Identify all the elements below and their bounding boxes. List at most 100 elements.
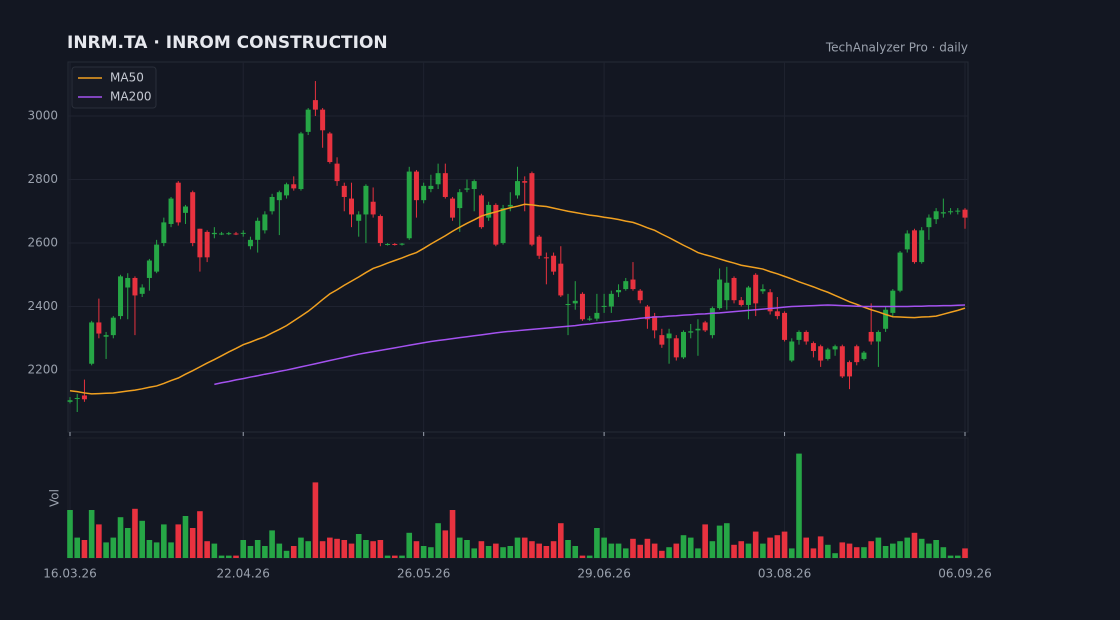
candle-body [103, 335, 109, 337]
candle-body [796, 331, 802, 340]
legend-label: MA50 [110, 71, 144, 85]
volume-bar [731, 544, 737, 558]
candle-body [608, 293, 614, 307]
candle-body [709, 308, 715, 336]
chart-subtitle: TechAnalyzer Pro · daily [825, 41, 968, 55]
volume-bar [153, 542, 160, 558]
x-tick-label: 06.09.26 [938, 567, 991, 581]
candle-body [320, 109, 326, 131]
volume-bar [348, 543, 355, 558]
candle-body [385, 243, 391, 245]
volume-bar [139, 520, 145, 558]
candle-body [175, 182, 181, 223]
candle-body [652, 316, 658, 331]
volume-bar [161, 524, 167, 558]
volume-bar [947, 555, 954, 558]
volume-bar [124, 528, 131, 558]
candle-body [211, 232, 217, 235]
candle-body [471, 181, 477, 190]
candle-body [305, 109, 311, 132]
candle-body [464, 188, 470, 190]
volume-bar [861, 547, 867, 558]
legend: MA50 MA200 [71, 66, 157, 109]
volume-bar [637, 544, 644, 558]
volume-bar [182, 516, 189, 558]
volume-bar [442, 530, 449, 558]
volume-bar [767, 537, 773, 558]
volume-bar [644, 538, 651, 558]
volume-bar [565, 540, 571, 558]
y-tick-label: 3000 [27, 108, 58, 122]
volume-bar [341, 540, 348, 558]
volume-bar [601, 537, 607, 558]
candle-body [233, 233, 239, 235]
candle-body [760, 289, 766, 292]
volume-bar [464, 540, 470, 558]
volume-bar [904, 537, 911, 558]
candle-body [168, 198, 174, 224]
candle-body [262, 214, 268, 231]
candle-body [623, 281, 629, 290]
candle-body [579, 293, 585, 320]
volume-bar [615, 543, 622, 558]
candle-body [298, 133, 304, 190]
volume-bar [146, 540, 153, 558]
volume-bar [954, 555, 961, 558]
candle-body [161, 222, 167, 244]
candle-body [74, 398, 80, 400]
y-tick-label: 2800 [27, 172, 58, 186]
candle-body [659, 335, 665, 345]
candle-body [767, 292, 773, 312]
volume-bar [269, 530, 275, 558]
candle-body [832, 346, 838, 350]
candle-body [558, 263, 564, 296]
candle-body [348, 198, 354, 215]
volume-bar [493, 543, 499, 558]
candle-body [478, 195, 484, 228]
volume-bar [74, 537, 81, 558]
volume-bar [218, 555, 225, 558]
volume-bar [290, 546, 297, 558]
candle-body [341, 185, 347, 197]
candle-body [89, 322, 95, 364]
volume-bar [478, 541, 485, 558]
volume-axis-label: Vol [48, 489, 62, 507]
candle-body [601, 305, 607, 307]
candle-body [450, 198, 456, 218]
volume-bar [334, 538, 340, 558]
volume-bar [788, 548, 795, 558]
volume-bar [449, 510, 456, 558]
candle-body [125, 277, 131, 288]
volume-bar [485, 546, 492, 558]
candle-body [197, 228, 203, 258]
candle-body [861, 352, 867, 359]
volume-bar [724, 523, 730, 558]
candle-body [204, 231, 210, 258]
candle-body [428, 185, 434, 190]
candle-body [933, 211, 939, 220]
volume-bar [911, 532, 918, 558]
candle-body [919, 230, 925, 263]
volume-bar [406, 532, 413, 558]
volume-bar [673, 543, 680, 558]
volume-bar [738, 541, 745, 558]
volume-bar [413, 541, 420, 558]
candle-body [955, 210, 961, 212]
candle-body [442, 173, 448, 197]
volume-bar [745, 543, 752, 558]
volume-bar [687, 537, 694, 558]
candle-body [789, 341, 795, 361]
volume-bar [630, 538, 636, 558]
candle-body [406, 171, 412, 239]
candle-body [782, 312, 788, 340]
volume-bar [435, 523, 441, 558]
volume-bar [803, 537, 810, 558]
candle-body [565, 304, 571, 306]
candle-body [572, 300, 578, 304]
volume-bar [926, 543, 932, 558]
volume-bar [774, 535, 781, 558]
candle-body [883, 309, 889, 329]
ma-line [69, 203, 966, 395]
x-tick-label: 03.08.26 [758, 567, 811, 581]
volume-bar [67, 510, 73, 558]
